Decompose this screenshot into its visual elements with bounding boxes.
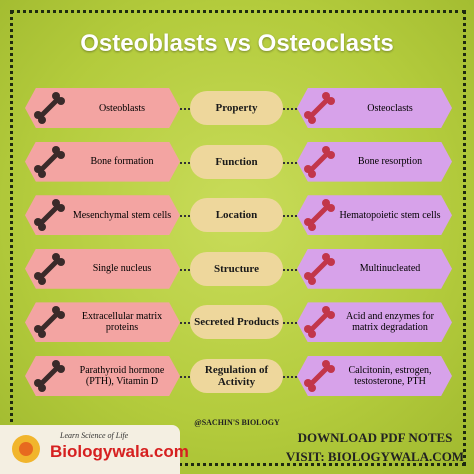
visit-text: VISIT: BIOLOGYWALA.COM	[285, 449, 465, 464]
bone-icon	[34, 92, 65, 124]
bone-icon	[34, 252, 65, 285]
connector	[180, 108, 190, 110]
bone-icon	[304, 92, 335, 124]
property-pill: Regulation of Activity	[190, 359, 283, 393]
osteoclast-text: Calcitonin, estrogen, testosterone, PTH	[348, 365, 432, 387]
bone-icon	[304, 145, 335, 178]
osteoblast-text: Bone formation	[90, 156, 154, 168]
logo-area: Learn Science of Life Biologywala.com	[0, 425, 189, 474]
osteoblast-text: Mesenchymal stem cells	[72, 209, 172, 221]
connector	[283, 108, 297, 110]
bone-icon	[304, 306, 335, 339]
property-pill: Property	[190, 91, 283, 125]
connector	[180, 268, 190, 271]
bone-icon	[304, 252, 335, 285]
property-pill: Location	[190, 198, 283, 233]
osteoblast-text: Single nucleus	[92, 263, 152, 275]
connector	[283, 215, 297, 218]
property-pill: Structure	[190, 251, 283, 286]
osteoblast-text: Osteoblasts	[98, 102, 146, 114]
connector	[283, 268, 297, 271]
bone-icon	[34, 306, 65, 339]
property-pill: Function	[190, 144, 283, 179]
osteoblast-text: Extracellular matrix proteins	[81, 311, 163, 334]
bone-icon	[304, 360, 335, 392]
connector	[283, 376, 297, 378]
connector	[180, 215, 190, 218]
connector	[180, 322, 190, 325]
bone-icon	[304, 199, 335, 232]
bone-icon	[34, 145, 65, 178]
bone-icon	[34, 360, 65, 392]
osteoclast-text: Multinucleated	[359, 263, 421, 275]
logo-text: Biologywala.com	[50, 442, 189, 461]
connector	[283, 161, 297, 164]
osteoblast-text: Parathyroid hormone (PTH), Vitamin D	[79, 365, 165, 387]
property-pill: Secreted Products	[190, 305, 283, 340]
title: Osteoblasts vs Osteoclasts	[80, 30, 394, 57]
osteoclast-text: Osteoclasts	[367, 102, 413, 114]
download-text: DOWNLOAD PDF NOTES	[297, 430, 453, 445]
osteoclast-text: Hematopoietic stem cells	[339, 209, 441, 221]
osteoclast-text: Bone resorption	[357, 156, 423, 168]
dotted-frame	[10, 10, 466, 466]
connector	[180, 376, 190, 378]
connector	[180, 161, 190, 164]
credit: @SACHIN'S BIOLOGY	[194, 418, 280, 427]
connector	[283, 322, 297, 325]
bone-icon	[34, 199, 65, 232]
osteoclast-text: Acid and enzymes for matrix degradation	[345, 311, 435, 334]
logo-icon	[12, 435, 40, 463]
tagline: Learn Science of Life	[60, 431, 129, 440]
